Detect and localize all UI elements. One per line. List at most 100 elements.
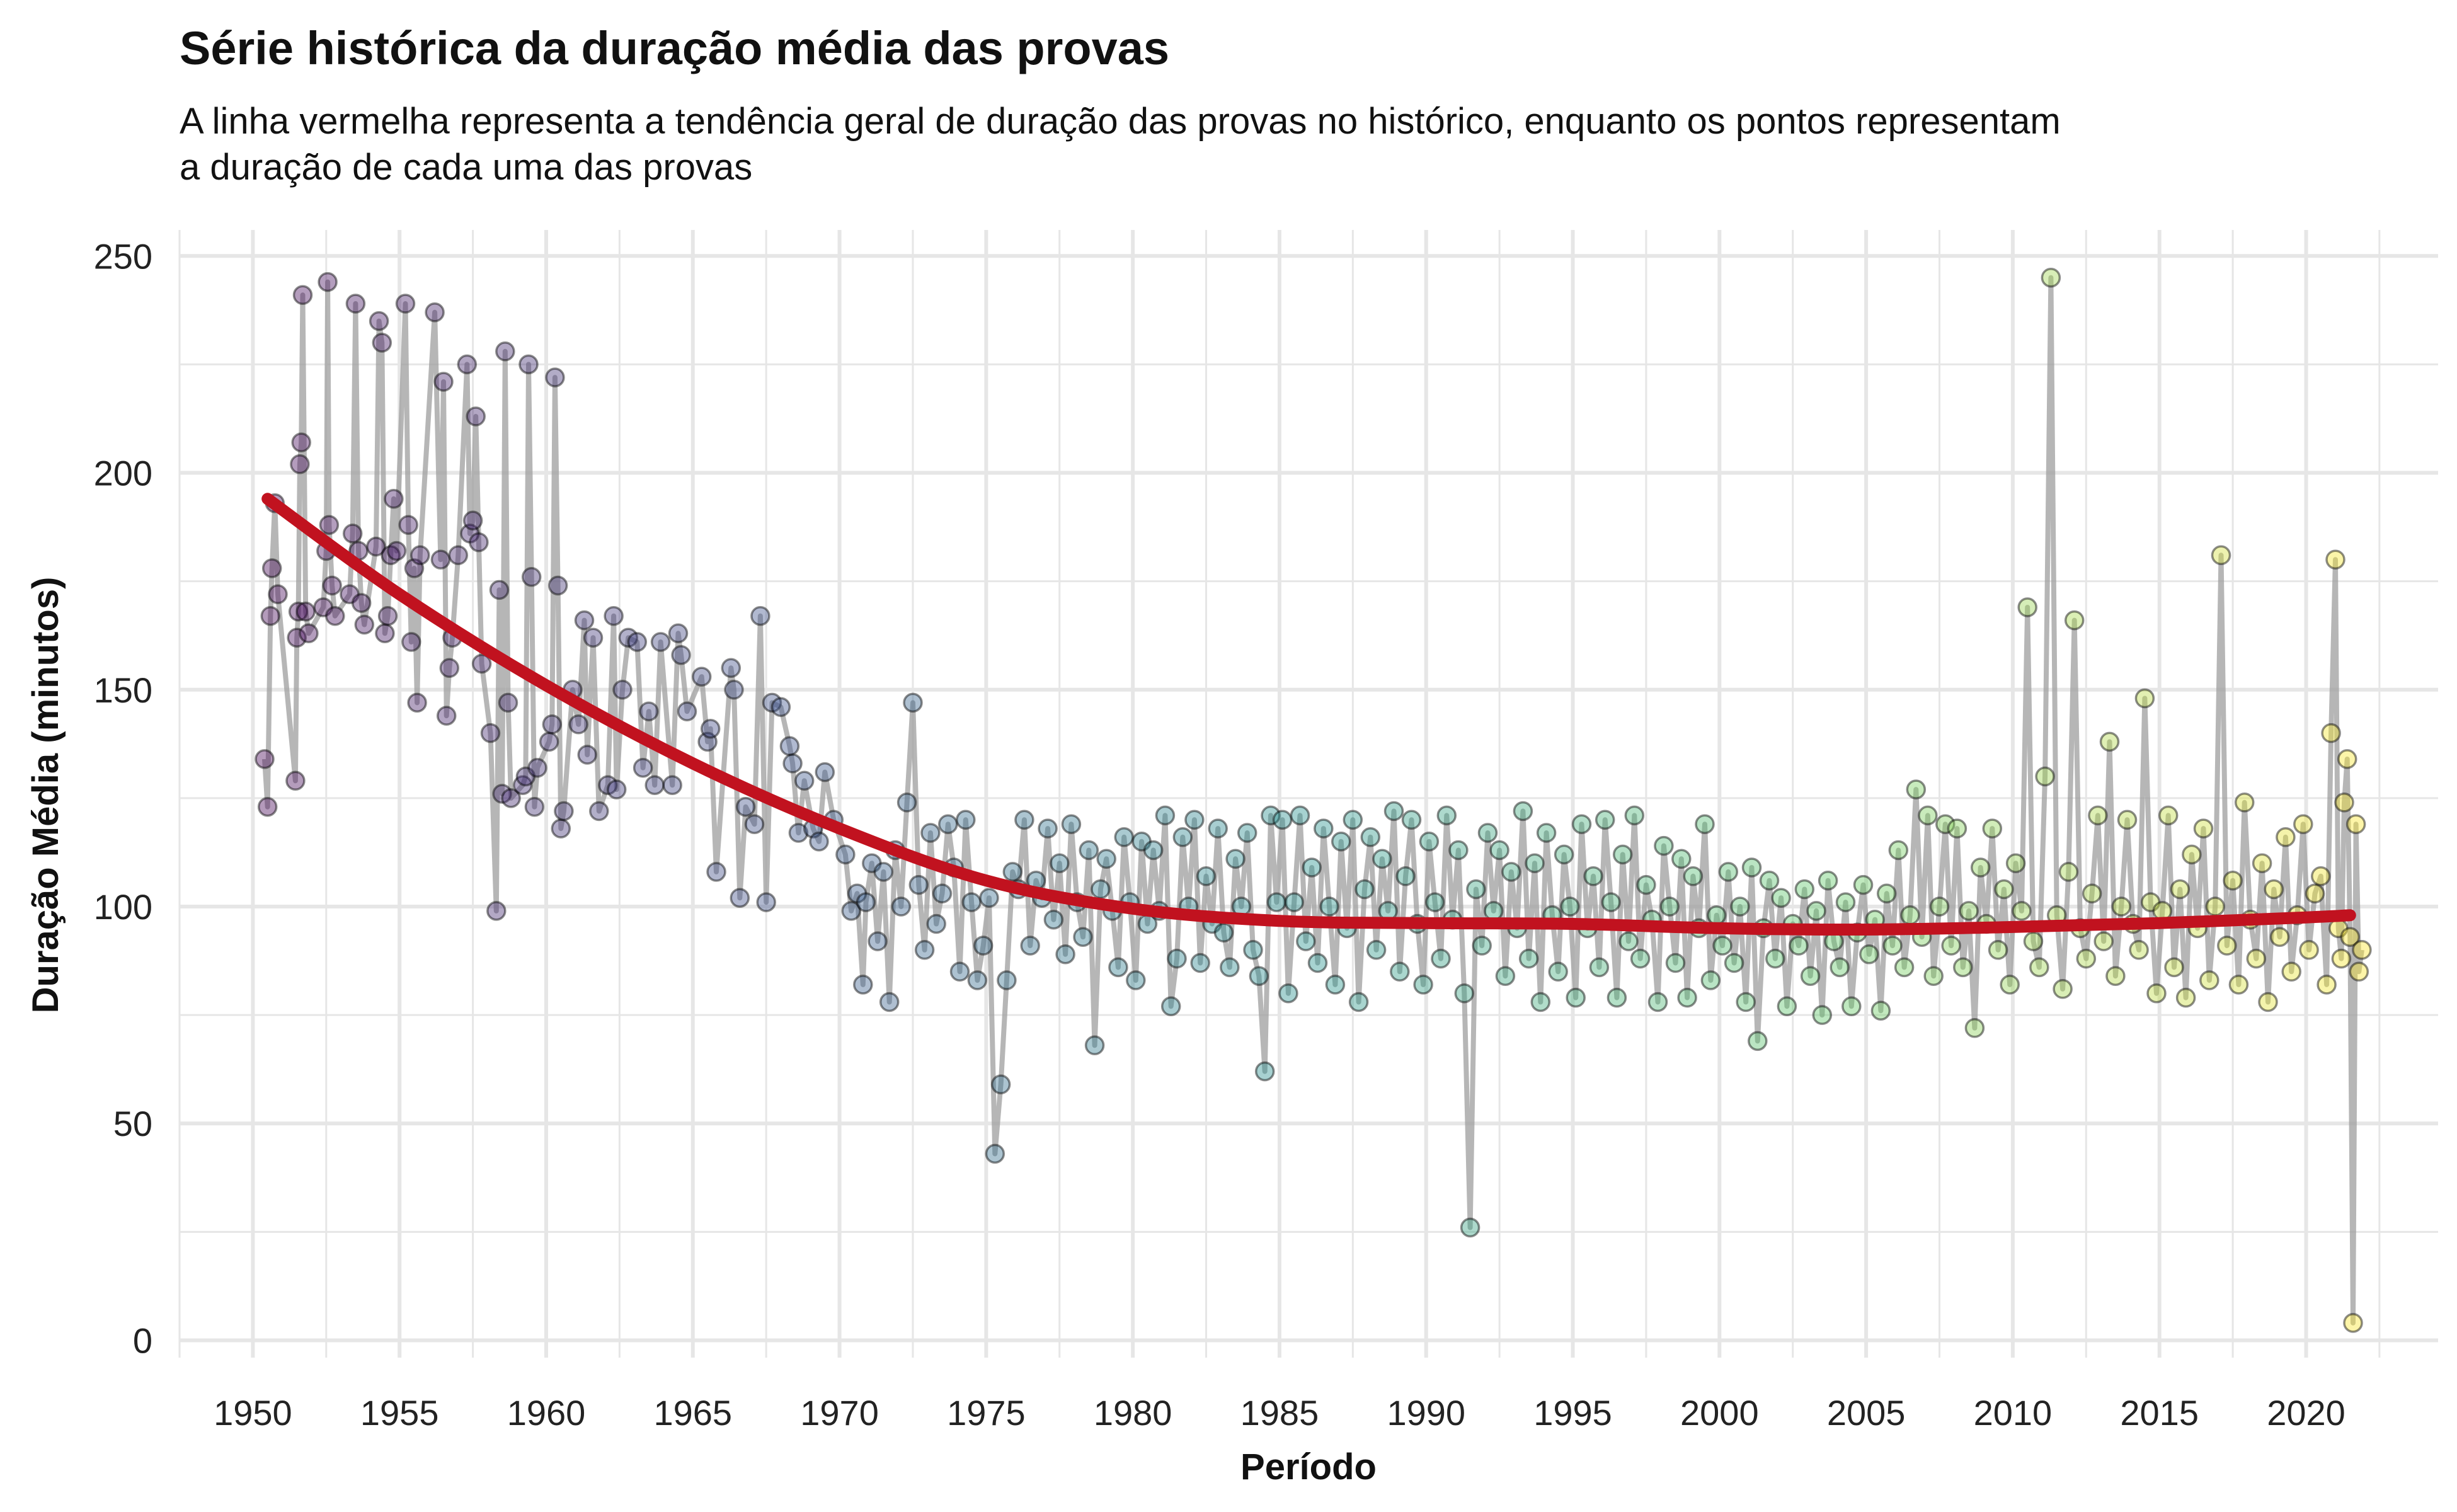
- data-point: [879, 992, 900, 1012]
- data-point: [1431, 948, 1451, 969]
- chart-subtitle-line-1: A linha vermelha representa a tendência …: [180, 101, 2061, 142]
- data-point: [545, 367, 565, 387]
- data-point: [1043, 909, 1064, 930]
- x-tick-label: 2010: [1974, 1393, 2053, 1433]
- data-point: [542, 714, 563, 735]
- data-point: [644, 775, 665, 795]
- data-point: [1501, 862, 1521, 882]
- data-point: [1448, 840, 1469, 861]
- data-point: [1683, 866, 1704, 886]
- data-point: [313, 597, 333, 617]
- data-point: [377, 605, 398, 626]
- data-point: [1272, 810, 1293, 830]
- data-point: [1724, 953, 1744, 973]
- data-point: [1777, 996, 1797, 1017]
- data-point: [1143, 840, 1164, 861]
- data-point: [554, 801, 574, 822]
- data-point: [896, 793, 917, 813]
- data-point: [668, 623, 689, 644]
- data-point: [1964, 1018, 1985, 1038]
- data-point: [598, 775, 618, 795]
- data-point: [395, 294, 416, 314]
- data-point: [1706, 905, 1727, 925]
- data-point: [1853, 874, 1874, 895]
- data-point: [1630, 948, 1651, 969]
- data-point: [1325, 975, 1346, 995]
- data-point: [547, 575, 568, 596]
- data-point: [926, 914, 946, 934]
- data-point: [1454, 983, 1475, 1004]
- data-point: [1466, 879, 1486, 900]
- data-point: [386, 541, 407, 561]
- data-point: [551, 818, 571, 839]
- data-point: [639, 701, 659, 721]
- data-point: [997, 970, 1017, 990]
- x-tick-label: 2005: [1827, 1393, 1906, 1433]
- data-point: [1331, 831, 1351, 852]
- data-point: [1700, 970, 1721, 990]
- data-point: [2352, 940, 2372, 960]
- data-point: [2129, 940, 2149, 960]
- data-point: [372, 333, 392, 353]
- data-point: [2000, 975, 2020, 995]
- data-point: [1583, 866, 1603, 886]
- data-point: [744, 814, 765, 834]
- data-point: [770, 697, 791, 718]
- data-point: [457, 354, 478, 375]
- data-point: [1360, 827, 1381, 847]
- data-point: [2105, 966, 2126, 986]
- x-tick-label: 1990: [1387, 1393, 1465, 1433]
- data-point: [1812, 1005, 1833, 1025]
- data-point: [1495, 966, 1516, 986]
- data-point: [1050, 853, 1070, 873]
- data-point: [2217, 936, 2237, 956]
- data-point: [1436, 805, 1457, 826]
- chart-title: Série histórica da duração média das pro…: [180, 22, 1169, 74]
- data-point: [1929, 896, 1950, 917]
- data-point: [290, 454, 310, 474]
- data-point: [1354, 879, 1375, 900]
- data-point: [847, 883, 868, 904]
- data-point: [990, 1074, 1011, 1095]
- data-point: [662, 775, 682, 795]
- data-point: [961, 892, 982, 912]
- data-point: [1548, 961, 1568, 982]
- data-point: [574, 610, 595, 631]
- data-point: [721, 658, 742, 679]
- data-point: [2193, 818, 2214, 839]
- data-point: [1566, 987, 1586, 1008]
- data-point: [762, 692, 782, 713]
- data-point: [1800, 966, 1821, 986]
- data-point: [1659, 896, 1680, 917]
- data-point: [1935, 814, 1956, 834]
- data-point: [891, 896, 912, 917]
- x-tick-label: 1980: [1094, 1393, 1172, 1433]
- data-point: [1237, 823, 1257, 843]
- data-point: [2317, 975, 2337, 995]
- data-point: [1636, 874, 1656, 895]
- data-point: [501, 788, 521, 808]
- data-point: [384, 489, 404, 509]
- data-point: [1319, 896, 1339, 917]
- data-point: [1460, 1217, 1480, 1238]
- data-point: [1073, 927, 1093, 947]
- data-point: [1472, 936, 1492, 956]
- y-tick-label: 50: [113, 1104, 152, 1143]
- data-point: [1536, 823, 1557, 843]
- data-point: [486, 901, 507, 921]
- data-point: [949, 961, 970, 982]
- data-point: [815, 762, 835, 782]
- data-point: [1213, 922, 1234, 943]
- data-point: [1055, 944, 1075, 965]
- data-point: [1941, 936, 1961, 956]
- data-point: [1243, 940, 1263, 960]
- data-point: [1654, 835, 1674, 856]
- data-point: [1296, 931, 1316, 951]
- data-point: [1606, 987, 1627, 1008]
- data-point: [1647, 992, 1668, 1012]
- data-point: [1789, 936, 1809, 956]
- data-point: [407, 692, 427, 713]
- data-point: [633, 757, 653, 778]
- data-point: [577, 745, 597, 765]
